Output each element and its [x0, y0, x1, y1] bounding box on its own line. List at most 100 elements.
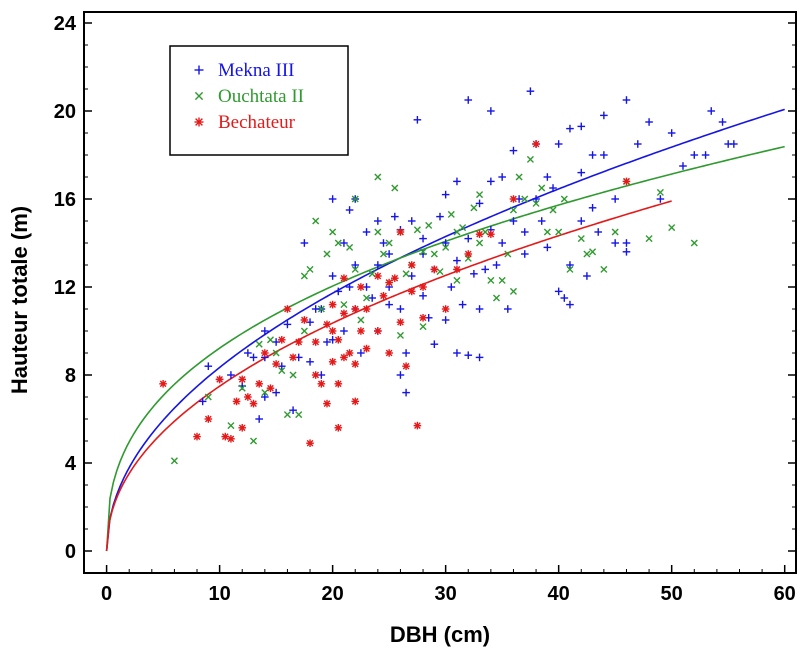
legend-box — [169, 45, 349, 156]
data-point — [300, 327, 308, 335]
fit-lines — [105, 108, 785, 552]
data-point — [323, 320, 331, 329]
data-point — [351, 360, 360, 368]
data-point — [560, 294, 569, 302]
data-point — [266, 336, 275, 344]
data-point — [532, 195, 540, 203]
data-point — [334, 239, 342, 247]
data-point — [667, 129, 676, 137]
data-point — [611, 228, 619, 236]
data-point — [718, 118, 727, 126]
data-point — [261, 327, 269, 335]
data-point — [249, 437, 258, 445]
data-point — [611, 239, 619, 247]
data-point — [328, 272, 337, 280]
data-point — [475, 199, 484, 208]
legend-marker — [194, 91, 204, 101]
data-point — [390, 274, 399, 282]
data-point — [379, 250, 388, 258]
data-point — [351, 195, 359, 203]
data-point — [645, 235, 653, 243]
data-point — [357, 349, 365, 357]
data-point — [340, 327, 348, 335]
data-point — [374, 173, 382, 181]
data-point — [362, 305, 371, 313]
data-point — [368, 294, 376, 302]
legend-label: Bechateur — [218, 112, 296, 133]
legend-label: Ouchtata II — [218, 86, 304, 107]
data-point — [385, 300, 393, 309]
data-point — [633, 140, 642, 148]
data-point — [470, 204, 478, 212]
data-point — [227, 371, 235, 379]
data-point — [266, 384, 275, 392]
x-tick-label: 20 — [322, 583, 344, 605]
data-point — [520, 250, 529, 258]
data-point — [413, 421, 422, 430]
data-point — [520, 228, 529, 236]
data-point — [622, 239, 631, 247]
data-point — [272, 388, 280, 397]
data-point — [323, 250, 331, 258]
y-tick-label: 0 — [65, 541, 76, 563]
data-point — [504, 250, 512, 258]
data-point — [374, 261, 382, 269]
data-point — [328, 195, 337, 203]
data-point — [498, 173, 506, 181]
data-point — [509, 146, 518, 155]
data-point — [441, 239, 450, 247]
data-point — [476, 239, 484, 247]
data-point — [487, 107, 495, 115]
data-point — [272, 360, 280, 368]
data-point — [453, 349, 461, 357]
data-point — [300, 272, 308, 280]
data-point — [430, 265, 439, 274]
data-point — [244, 349, 252, 357]
y-tick-label: 16 — [54, 189, 76, 211]
data-point — [543, 243, 552, 252]
data-point — [611, 195, 619, 203]
data-point — [600, 151, 608, 159]
data-point — [278, 367, 286, 375]
data-point — [679, 162, 687, 170]
data-point — [385, 278, 393, 287]
fit-curve — [105, 200, 672, 552]
data-point — [351, 305, 360, 313]
data-point — [453, 228, 461, 236]
data-point — [588, 151, 597, 159]
data-point — [588, 204, 597, 212]
data-point — [407, 261, 416, 269]
data-point — [227, 422, 235, 430]
data-point — [560, 195, 568, 203]
data-point — [374, 327, 382, 335]
data-point — [476, 191, 484, 199]
data-point — [351, 397, 360, 406]
data-point — [622, 177, 631, 186]
data-point — [261, 389, 269, 397]
data-point — [526, 155, 534, 163]
data-point — [345, 349, 354, 357]
data-point — [549, 206, 557, 214]
data-point — [232, 397, 241, 406]
data-point — [464, 234, 473, 243]
data-point — [317, 305, 325, 313]
data-point — [475, 230, 484, 238]
data-point — [656, 188, 664, 196]
data-point — [543, 173, 552, 181]
data-point — [701, 151, 710, 159]
data-point — [323, 399, 331, 408]
data-point — [272, 349, 280, 357]
legend-marker — [194, 117, 204, 127]
data-point — [340, 274, 348, 282]
data-point — [345, 206, 354, 214]
data-point — [311, 371, 320, 379]
series-points — [170, 155, 698, 465]
data-point — [340, 301, 348, 309]
data-point — [362, 228, 371, 236]
data-point — [730, 140, 738, 148]
data-point — [707, 107, 716, 115]
data-point — [430, 340, 439, 348]
data-point — [311, 338, 320, 346]
data-point — [538, 184, 546, 192]
data-point — [413, 116, 422, 124]
